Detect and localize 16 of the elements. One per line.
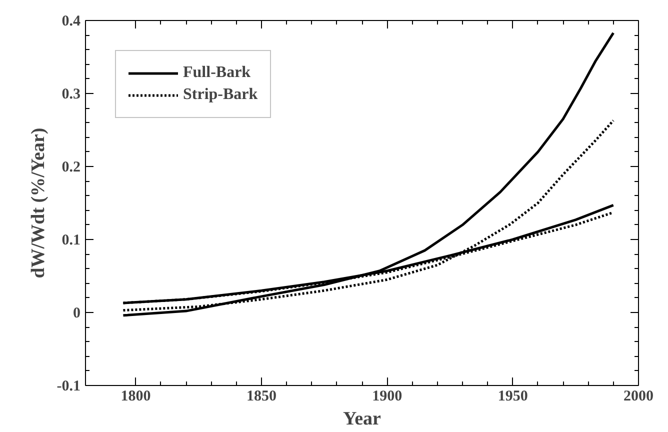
y-axis-title: dW/Wdt (%/Year) (28, 128, 49, 278)
x-tick-label: 2000 (624, 388, 654, 404)
x-axis-title: Year (343, 408, 382, 430)
y-tick-label: 0.4 (62, 14, 81, 30)
x-tick-label: 1850 (246, 388, 276, 404)
y-tick-label: 0.2 (62, 160, 80, 176)
x-tick-label: 1900 (372, 388, 402, 404)
x-tick-label: 1950 (498, 388, 528, 404)
y-tick-label: 0.3 (62, 86, 80, 102)
line-series (122, 32, 615, 317)
y-tick-label: 0.1 (62, 232, 80, 248)
y-tick-label: -0.1 (56, 378, 81, 394)
x-tick-label: 1800 (120, 388, 151, 404)
legend-label: Full-Bark (183, 64, 251, 82)
y-tick-label: 0 (73, 306, 80, 322)
legend-label: Strip-Bark (183, 86, 258, 104)
